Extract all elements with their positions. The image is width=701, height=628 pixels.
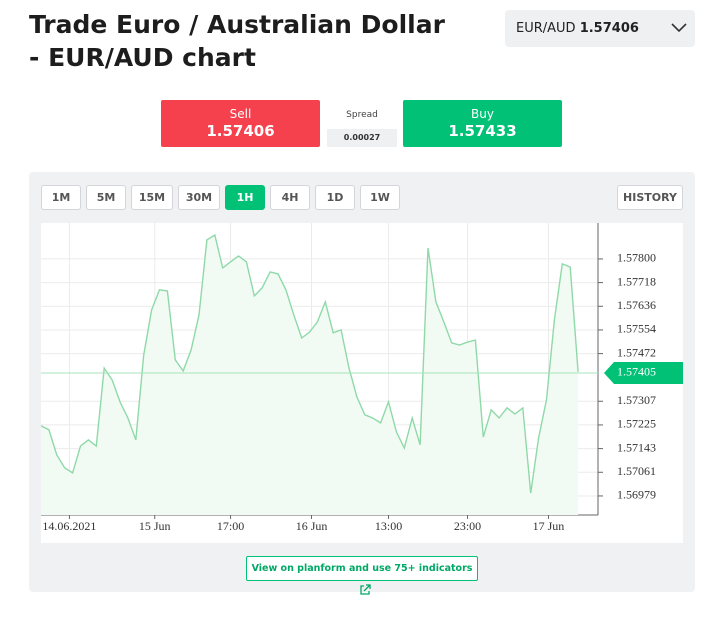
chevron-icon	[671, 23, 687, 33]
buy-price: 1.57433	[448, 122, 517, 140]
page-title: Trade Euro / Australian Dollar - EUR/AUD…	[29, 10, 445, 72]
price-area	[41, 235, 579, 515]
y-tick-label: 1.57307	[617, 393, 656, 407]
current-price-label: 1.57405	[617, 365, 656, 379]
chart: 1.56979 1.57061 1.57143 1.57225 1.57307 1.574…	[40, 223, 683, 533]
x-tick-label: 14.06.2021	[42, 519, 96, 533]
timeframe-button[interactable]: 15M	[131, 185, 173, 210]
x-tick-label: 13:00	[375, 519, 402, 533]
x-tick-label: 23:00	[454, 519, 481, 533]
y-tick-label: 1.57225	[617, 417, 656, 431]
pair-name: EUR/AUD	[516, 21, 576, 36]
x-tick-label: 17 Jun	[533, 519, 565, 533]
current-price-tag	[604, 361, 683, 384]
y-tick-label: 1.57800	[617, 251, 656, 265]
buy-label: Buy	[471, 107, 494, 121]
sell-price: 1.57406	[206, 122, 275, 140]
y-tick-label: 1.57636	[617, 298, 656, 312]
timeframe-button[interactable]: 4H	[270, 185, 310, 210]
timeframe-button[interactable]: 1W	[360, 185, 400, 210]
y-tick-label: 1.56979	[617, 488, 656, 502]
buy-button[interactable]: Buy 1.57433	[403, 100, 562, 147]
spread-label: Spread	[346, 110, 378, 120]
spread-value: 0.00027	[327, 129, 397, 147]
history-button[interactable]: HISTORY	[617, 185, 683, 210]
y-tick-label: 1.57554	[617, 322, 656, 336]
timeframe-button[interactable]: 30M	[178, 185, 220, 210]
timeframe-button[interactable]: 5M	[86, 185, 126, 210]
timeframe-button[interactable]: 1D	[315, 185, 355, 210]
sell-button[interactable]: Sell 1.57406	[161, 100, 320, 147]
link-text: View on planform and use 75+ indicators	[251, 563, 473, 574]
y-tick-label: 1.57143	[617, 440, 656, 454]
x-tick-label: 17:00	[217, 519, 244, 533]
timeframe-button[interactable]: 1H	[225, 185, 265, 210]
timeframe-button[interactable]: 1M	[41, 185, 81, 210]
pair-price: 1.57406	[579, 21, 639, 36]
x-tick-label: 15 Jun	[139, 519, 171, 533]
y-tick-label: 1.57718	[617, 274, 656, 288]
y-tick-label: 1.57061	[617, 464, 656, 478]
pair-selector[interactable]: EUR/AUD 1.57406	[505, 10, 695, 47]
external-icon	[360, 584, 371, 595]
y-tick-label: 1.57472	[617, 345, 656, 359]
sell-label: Sell	[229, 107, 252, 121]
chart-area: 1.56979 1.57061 1.57143 1.57225 1.57307 1.574…	[40, 223, 683, 543]
price-line	[40, 233, 579, 494]
platform-link[interactable]: View on planform and use 75+ indicators	[246, 556, 478, 595]
x-tick-label: 16 Jun	[296, 519, 328, 533]
